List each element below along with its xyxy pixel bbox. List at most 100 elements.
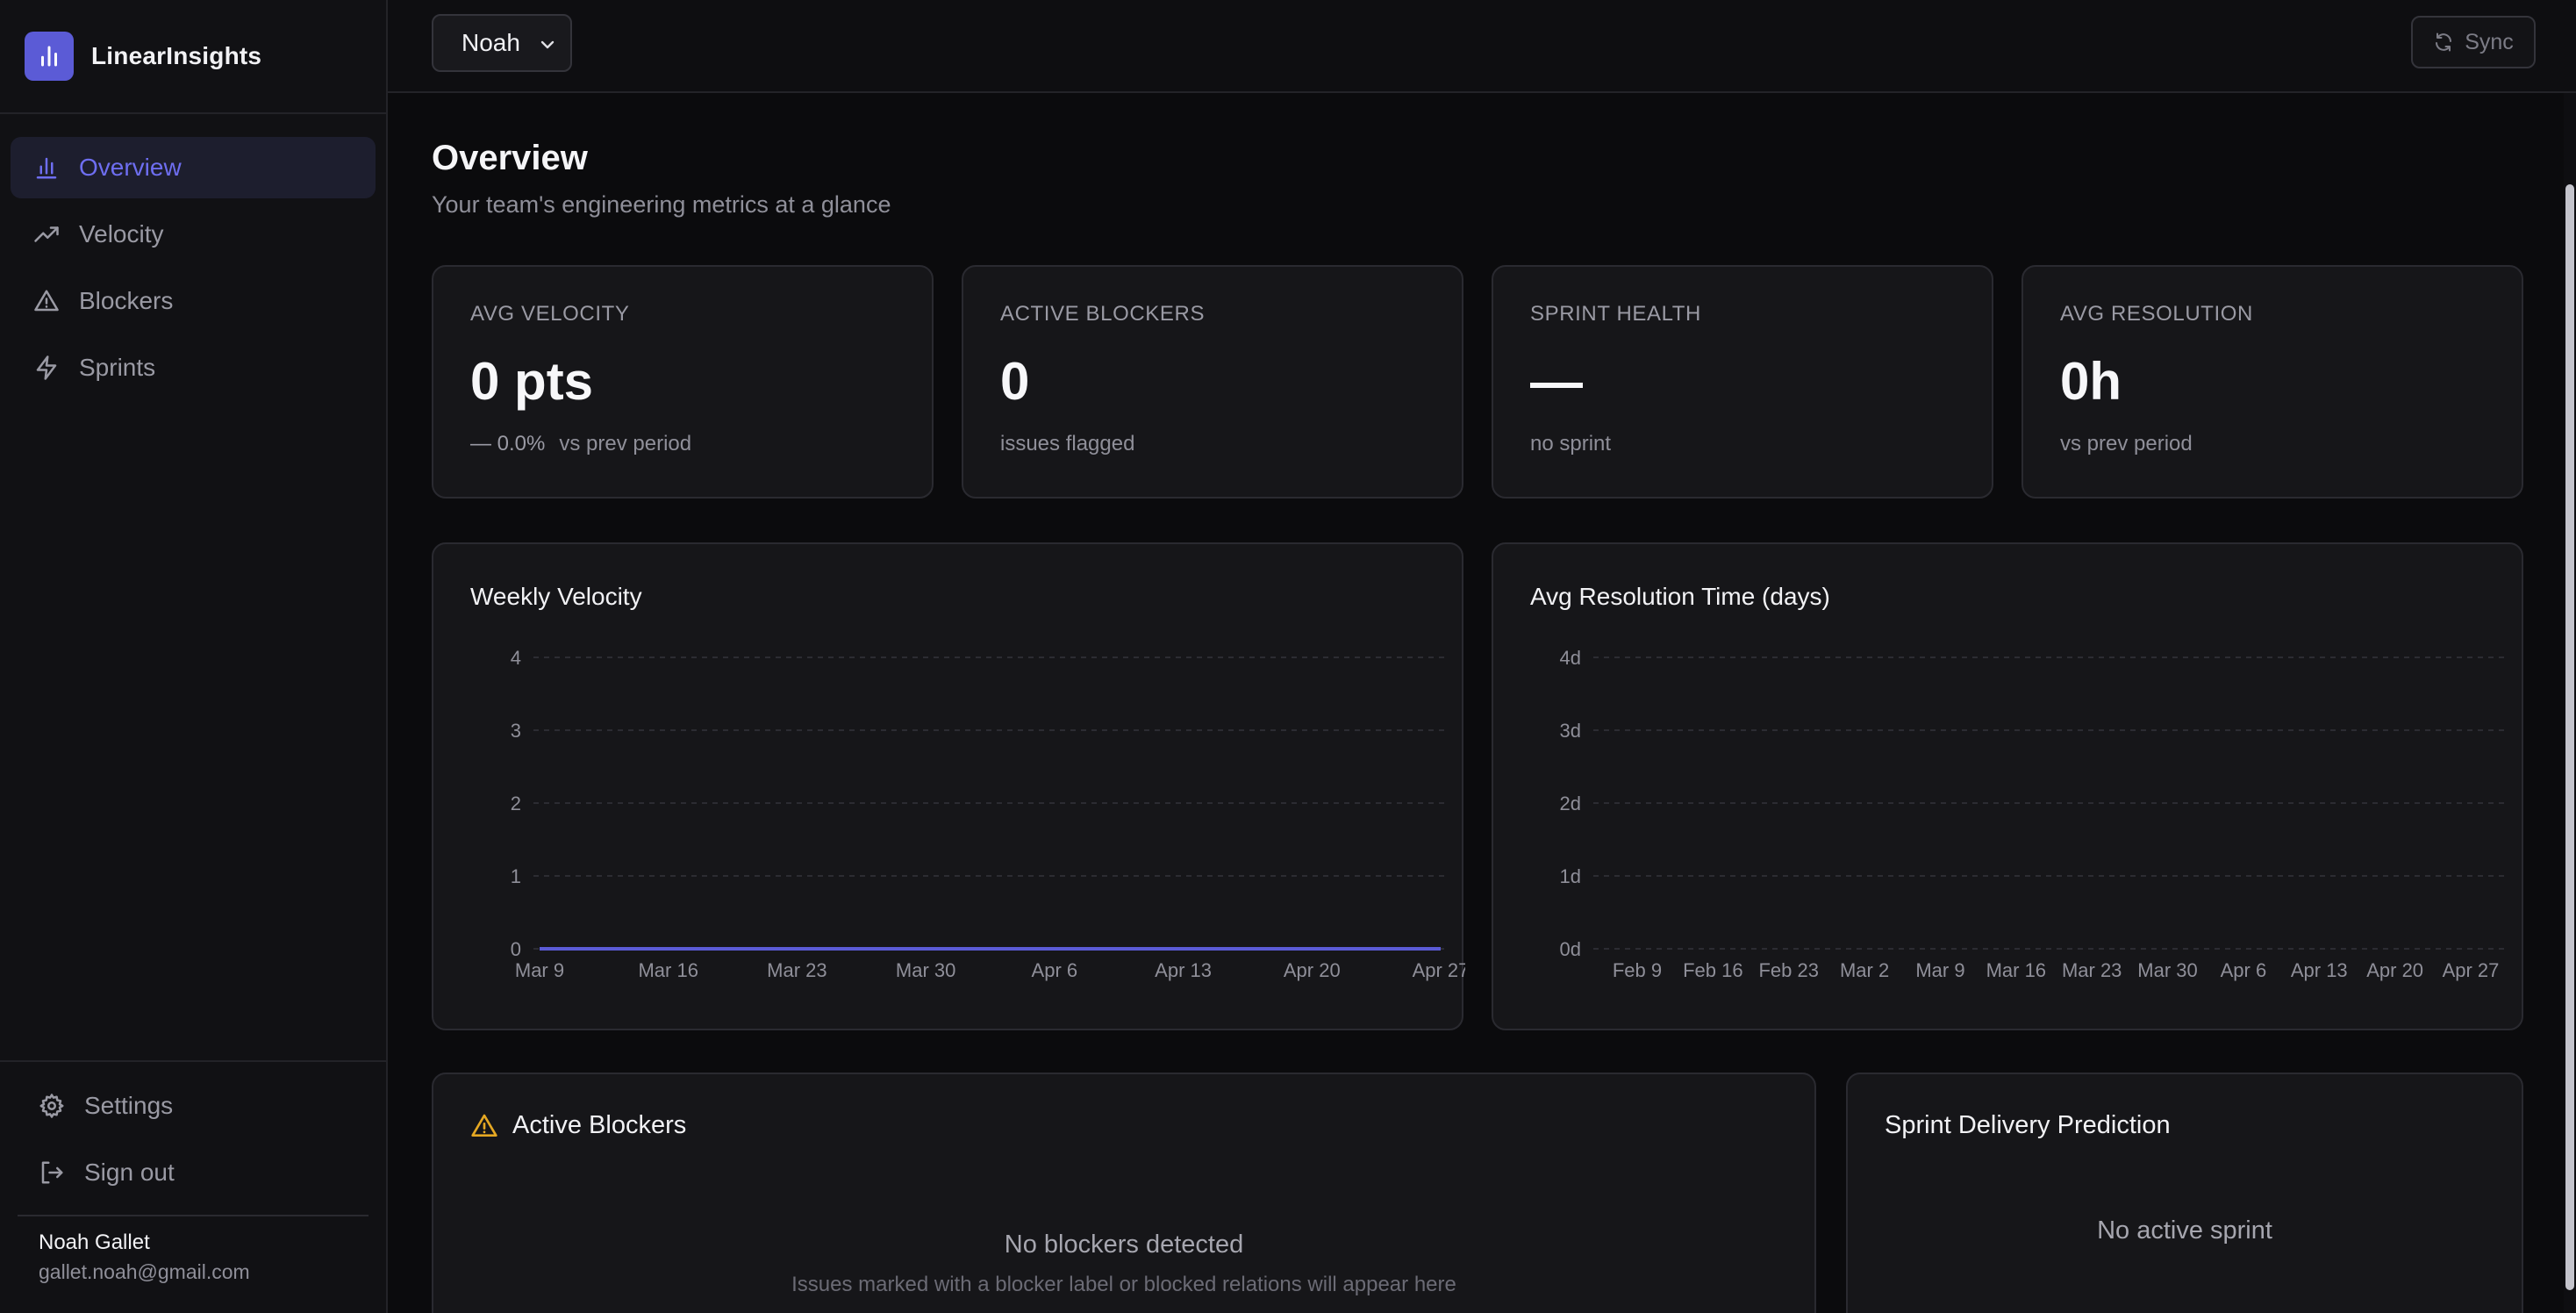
page-title: Overview [432, 139, 588, 177]
bar-chart-icon [25, 32, 74, 81]
warning-triangle-icon [32, 286, 61, 316]
x-tick-label: Mar 9 [1915, 959, 1964, 981]
x-tick-label: Mar 16 [638, 959, 698, 981]
sidebar: LinearInsights Overview Velocity [0, 0, 388, 1313]
sync-label: Sync [2465, 29, 2514, 54]
sign-out-icon [37, 1158, 67, 1187]
y-tick-label: 1d [1560, 865, 1581, 887]
x-tick-label: Mar 23 [2062, 959, 2122, 981]
sidebar-nav: Overview Velocity Blockers [0, 114, 386, 398]
y-tick-label: 0 [511, 938, 521, 960]
avg-resolution-chart: 0d 1d 2d 3d 4d Feb 9 Feb 16 Feb 23 Mar 2 Mar 9 Mar… [1560, 647, 2504, 981]
trending-up-icon [32, 219, 61, 249]
sidebar-item-label: Blockers [79, 287, 174, 314]
x-tick-label: Apr 6 [1032, 959, 1078, 981]
sidebar-item-blockers[interactable]: Blockers [11, 270, 376, 332]
empty-state-title: No active sprint [2097, 1216, 2272, 1245]
team-select[interactable]: Noah [432, 14, 572, 72]
empty-state-subtitle: Issues marked with a blocker label or bl… [791, 1273, 1456, 1296]
x-tick-label: Feb 16 [1683, 959, 1743, 981]
weekly-velocity-card: Weekly Velocity 0 1 2 3 4 Mar 9 Mar 16 Mar 23 Ma… [432, 542, 1465, 1030]
warning-triangle-icon [470, 1112, 498, 1140]
sync-button[interactable]: Sync [2411, 16, 2536, 68]
main-content: Overview Your team's engineering metrics… [388, 95, 2576, 1313]
panel-title: Active Blockers [470, 1111, 686, 1140]
x-tick-label: Apr 20 [2366, 959, 2423, 981]
panel-title-text: Active Blockers [512, 1111, 687, 1139]
kpi-value: 0 [1000, 352, 1030, 411]
x-tick-label: Mar 16 [1986, 959, 2046, 981]
x-tick-label: Mar 30 [896, 959, 955, 981]
kpi-foot-text: no sprint [1530, 432, 1612, 456]
x-tick-label: Apr 20 [1284, 959, 1341, 981]
settings-button[interactable]: Settings [18, 1073, 369, 1139]
kpi-value: — [1530, 352, 1583, 411]
kpi-label: AVG RESOLUTION [2060, 302, 2253, 326]
x-tick-label: Mar 30 [2137, 959, 2197, 981]
x-tick-label: Mar 2 [1840, 959, 1889, 981]
kpi-label: AVG VELOCITY [470, 302, 630, 326]
chart-title: Avg Resolution Time (days) [1530, 583, 1830, 610]
sidebar-item-overview[interactable]: Overview [11, 137, 376, 198]
chevron-down-icon [537, 33, 558, 61]
y-tick-label: 0d [1560, 938, 1581, 960]
weekly-velocity-chart: 0 1 2 3 4 Mar 9 Mar 16 Mar 23 Mar 30 Apr 6 Apr 13 A… [511, 647, 1465, 981]
brand[interactable]: LinearInsights [0, 0, 386, 114]
brand-name: LinearInsights [91, 42, 262, 69]
sidebar-item-sprints[interactable]: Sprints [11, 337, 376, 398]
x-tick-label: Apr 13 [2291, 959, 2348, 981]
sidebar-item-label: Sprints [79, 354, 156, 381]
x-tick-label: Apr 6 [2221, 959, 2267, 981]
kpi-label: SPRINT HEALTH [1530, 302, 1701, 326]
kpi-card-avg-velocity: AVG VELOCITY 0 pts — 0.0% vs prev period [432, 265, 934, 499]
sidebar-bottom: Settings Sign out Noah Gallet gallet.noa… [0, 1060, 386, 1313]
page-subtitle: Your team's engineering metrics at a gla… [432, 191, 891, 218]
gear-icon [37, 1091, 67, 1121]
x-tick-label: Feb 23 [1758, 959, 1819, 981]
sidebar-item-label: Overview [79, 154, 182, 181]
kpi-value: 0h [2060, 352, 2122, 411]
x-tick-label: Mar 23 [767, 959, 826, 981]
x-tick-label: Feb 9 [1613, 959, 1662, 981]
y-tick-label: 1 [511, 865, 521, 887]
x-tick-label: Apr 27 [2443, 959, 2500, 981]
sidebar-item-label: Velocity [79, 220, 164, 248]
user-profile[interactable]: Noah Gallet gallet.noah@gmail.com [18, 1215, 369, 1284]
scrollbar-thumb[interactable] [2565, 184, 2574, 1290]
lightning-icon [32, 353, 61, 383]
panel-title-text: Sprint Delivery Prediction [1885, 1111, 2171, 1139]
settings-label: Settings [84, 1092, 174, 1119]
avg-resolution-card: Avg Resolution Time (days) 0d 1d 2d 3d 4d Feb… [1492, 542, 2523, 1030]
team-select-value: Noah [462, 29, 520, 56]
user-name: Noah Gallet [39, 1230, 150, 1254]
kpi-foot-text: vs prev period [559, 432, 692, 456]
y-tick-label: 4 [511, 647, 521, 669]
y-tick-label: 2 [511, 793, 521, 814]
kpi-foot: — 0.0% vs prev period [470, 432, 691, 456]
x-tick-label: Apr 27 [1413, 959, 1465, 981]
bar-chart-icon [32, 153, 61, 183]
y-tick-label: 2d [1560, 793, 1581, 814]
y-tick-label: 3d [1560, 720, 1581, 742]
kpi-foot-text: vs prev period [2060, 432, 2193, 456]
sign-out-button[interactable]: Sign out [18, 1139, 369, 1206]
sign-out-label: Sign out [84, 1159, 175, 1186]
x-tick-label: Mar 9 [515, 959, 564, 981]
x-tick-label: Apr 13 [1155, 959, 1212, 981]
refresh-icon [2433, 32, 2454, 53]
kpi-delta: — 0.0% [470, 432, 546, 456]
user-email: gallet.noah@gmail.com [39, 1260, 250, 1283]
kpi-card-active-blockers: ACTIVE BLOCKERS 0 issues flagged [962, 265, 1463, 499]
scrollbar[interactable] [2564, 93, 2576, 1313]
kpi-value: 0 pts [470, 352, 594, 411]
panel-title: Sprint Delivery Prediction [1885, 1111, 2171, 1140]
y-tick-label: 4d [1560, 647, 1581, 669]
kpi-card-sprint-health: SPRINT HEALTH — no sprint [1492, 265, 1993, 499]
kpi-card-avg-resolution: AVG RESOLUTION 0h vs prev period [2021, 265, 2523, 499]
kpi-foot-text: issues flagged [1000, 432, 1135, 456]
chart-title: Weekly Velocity [470, 583, 642, 610]
active-blockers-panel: Active Blockers No blockers detected Iss… [432, 1073, 1816, 1313]
sprint-prediction-panel: Sprint Delivery Prediction No active spr… [1846, 1073, 2523, 1313]
sidebar-item-velocity[interactable]: Velocity [11, 204, 376, 265]
